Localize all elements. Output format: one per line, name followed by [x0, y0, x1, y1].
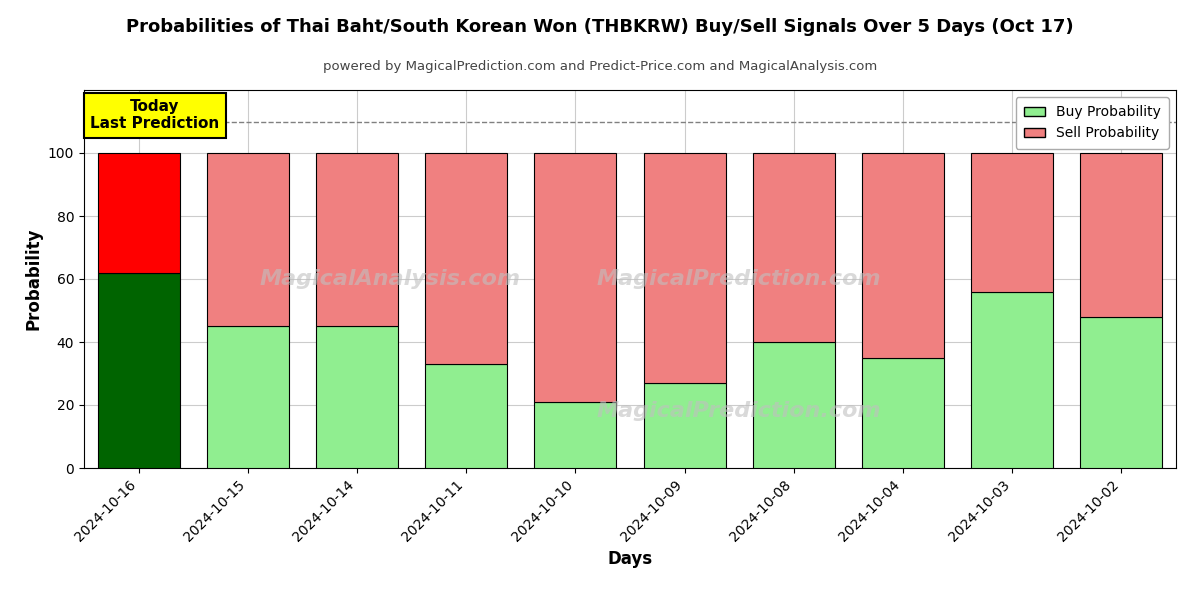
Text: MagicalPrediction.com: MagicalPrediction.com	[596, 269, 882, 289]
Bar	[97, 272, 180, 468]
Text: MagicalAnalysis.com: MagicalAnalysis.com	[259, 269, 521, 289]
Bar	[425, 153, 508, 364]
Text: powered by MagicalPrediction.com and Predict-Price.com and MagicalAnalysis.com: powered by MagicalPrediction.com and Pre…	[323, 60, 877, 73]
Bar	[316, 326, 398, 468]
Bar	[1080, 153, 1163, 317]
Bar	[971, 292, 1054, 468]
Bar	[1080, 317, 1163, 468]
Text: Probabilities of Thai Baht/South Korean Won (THBKRW) Buy/Sell Signals Over 5 Day: Probabilities of Thai Baht/South Korean …	[126, 18, 1074, 36]
Bar	[206, 326, 289, 468]
Bar	[862, 153, 944, 358]
Text: MagicalPrediction.com: MagicalPrediction.com	[596, 401, 882, 421]
Legend: Buy Probability, Sell Probability: Buy Probability, Sell Probability	[1015, 97, 1169, 149]
Bar	[97, 153, 180, 272]
Bar	[316, 153, 398, 326]
Bar	[752, 153, 835, 342]
Bar	[206, 153, 289, 326]
Bar	[862, 358, 944, 468]
Bar	[534, 402, 617, 468]
Y-axis label: Probability: Probability	[24, 228, 42, 330]
Bar	[534, 153, 617, 402]
Bar	[971, 153, 1054, 292]
X-axis label: Days: Days	[607, 550, 653, 568]
Bar	[643, 383, 726, 468]
Bar	[425, 364, 508, 468]
Text: Today
Last Prediction: Today Last Prediction	[90, 99, 220, 131]
Bar	[643, 153, 726, 383]
Bar	[752, 342, 835, 468]
